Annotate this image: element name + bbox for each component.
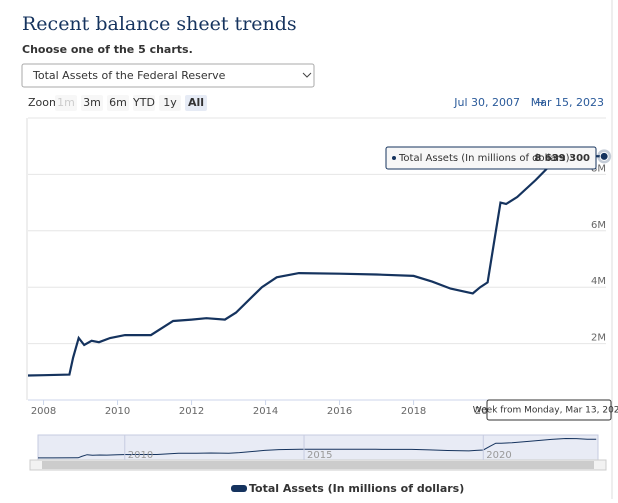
zoom-button[interactable] [159, 95, 181, 111]
zoom-button[interactable] [55, 95, 77, 111]
range-to: Mar 15, 2023 [531, 96, 604, 109]
x-tick-label: 2008 [31, 406, 56, 417]
zoom-label: Zoom [28, 96, 60, 109]
zoom-button-label: 1m [57, 96, 75, 109]
x-tick-label: 2010 [105, 406, 130, 417]
navigator-tick-label: 2010 [128, 450, 153, 461]
tooltip [385, 146, 597, 170]
date-tooltip-text: Week from Monday, Mar 13, 2023 [473, 406, 618, 416]
title: Recent balance sheet trends [22, 13, 297, 35]
legend-symbol[interactable] [231, 485, 247, 492]
y-tick-label: 2M [591, 333, 606, 344]
tooltip-value: 8 639 300 [534, 153, 590, 164]
x-tick-label: 2016 [327, 406, 352, 417]
zoom-button[interactable] [133, 95, 155, 111]
point [599, 151, 609, 161]
zoom-button-label: 3m [83, 96, 101, 109]
range-arrow: → [535, 96, 544, 109]
navigator-line [38, 437, 597, 459]
legend-label[interactable]: Total Assets (In millions of dollars) [249, 482, 464, 495]
zoom-button-label: All [188, 96, 204, 109]
navigator-tick-label: 2015 [307, 450, 332, 461]
range-from: Jul 30, 2007 [453, 96, 520, 109]
x-tick-label: 2012 [179, 406, 204, 417]
select-text: Total Assets of the Federal Reserve [32, 69, 226, 82]
tooltip-dot [392, 156, 396, 160]
scrollbar-thumb[interactable] [42, 461, 594, 469]
x-tick-label: 2018 [401, 406, 426, 417]
date-tooltip [486, 399, 612, 421]
zoom-button[interactable] [107, 95, 129, 111]
zoom-button-label: 6m [109, 96, 127, 109]
zoom-button-label: 1y [163, 96, 177, 109]
select[interactable] [21, 63, 315, 88]
x-tick-label: 2014 [253, 406, 278, 417]
y-tick-label: 8M [591, 163, 606, 174]
prompt: Choose one of the 5 charts. [22, 43, 193, 56]
zoom-button-label: YTD [132, 96, 155, 109]
y-tick-label: 6M [591, 220, 606, 231]
line [27, 146, 605, 377]
tooltip-label: Total Assets (In millions of dollars): [398, 153, 573, 164]
zoom-button[interactable] [185, 95, 207, 111]
navigator-tick-label: 2020 [486, 450, 511, 461]
zoom-button[interactable] [81, 95, 103, 111]
y-tick-label: 4M [591, 276, 606, 287]
select-arrow [302, 72, 312, 78]
